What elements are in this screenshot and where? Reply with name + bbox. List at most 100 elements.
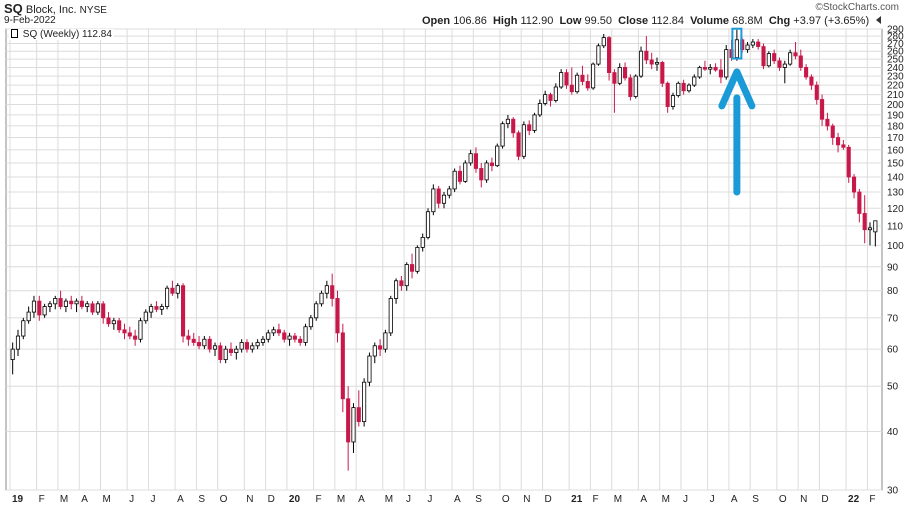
candle-body: [228, 348, 234, 353]
x-tick-label: J: [427, 494, 432, 505]
candle-body: [527, 124, 532, 131]
candle-body: [761, 46, 766, 67]
candle-body: [713, 67, 718, 71]
candlestick: [186, 329, 191, 346]
candlestick: [436, 185, 441, 209]
candlestick: [260, 336, 265, 346]
y-tick-label: 90: [887, 262, 899, 273]
candlestick: [532, 112, 537, 133]
candle-body: [282, 332, 287, 340]
candle-body: [53, 298, 58, 305]
x-tick-label: J: [150, 494, 155, 505]
chg-label: Chg: [768, 15, 791, 27]
candle-body: [623, 67, 628, 79]
candlestick: [372, 342, 377, 364]
candlestick: [468, 149, 473, 166]
chart-header: SQ Block, Inc. NYSE: [4, 1, 107, 16]
candle-body: [191, 338, 196, 343]
candlestick: [601, 33, 606, 49]
candle-body: [159, 306, 164, 310]
candle-body: [468, 153, 473, 164]
ticker-symbol: SQ: [4, 1, 23, 16]
candle-body: [676, 82, 681, 96]
candlestick: [692, 74, 697, 87]
candle-body: [372, 345, 377, 357]
candlestick: [441, 192, 447, 209]
candle-body: [548, 94, 553, 101]
candle-body: [665, 82, 670, 107]
candle-body: [724, 49, 729, 78]
x-tick-label: F: [869, 494, 875, 505]
candle-body: [308, 317, 313, 328]
candlestick: [798, 49, 803, 71]
candle-body: [441, 194, 447, 204]
y-tick-label: 260: [887, 47, 904, 58]
candle-body: [218, 345, 223, 360]
candle-body: [788, 52, 793, 65]
candle-body: [628, 77, 633, 97]
candle-body: [319, 292, 324, 305]
candle-body: [383, 332, 388, 350]
ohlc-summary: Open 106.86 High 112.90 Low 99.50 Close …: [422, 15, 882, 27]
candle-body: [15, 335, 21, 350]
candle-body: [266, 332, 271, 340]
x-tick-label: A: [731, 494, 738, 505]
candle-body: [479, 168, 484, 181]
x-tick-label: M: [385, 494, 393, 505]
y-tick-label: 160: [887, 145, 904, 156]
candle-body: [239, 342, 244, 350]
candle-body: [415, 246, 420, 272]
candlestick: [654, 57, 660, 71]
candlestick: [266, 329, 271, 343]
x-tick-label: J: [710, 494, 715, 505]
candlestick: [212, 342, 218, 357]
candlestick: [713, 63, 718, 72]
candle-body: [111, 320, 116, 325]
candle-body: [804, 67, 809, 78]
candlestick: [686, 83, 692, 93]
candle-body: [798, 55, 803, 68]
candlestick: [569, 67, 574, 95]
candlestick: [31, 295, 37, 318]
candle-body: [346, 398, 351, 443]
x-tick-label: A: [81, 494, 88, 505]
exchange-name: NYSE: [79, 5, 107, 16]
candlestick: [106, 312, 111, 327]
candlestick: [516, 130, 521, 161]
candlestick: [154, 301, 159, 313]
scroll-arrow-icon[interactable]: [876, 16, 882, 24]
candlestick: [223, 345, 228, 364]
candle-body: [532, 114, 537, 131]
candlestick: [319, 290, 324, 307]
x-tick-label: 19: [12, 494, 24, 505]
candlestick: [394, 278, 399, 304]
candlestick: [15, 329, 21, 357]
candle-body: [298, 338, 303, 343]
candlestick: [681, 79, 686, 95]
x-tick-label: M: [60, 494, 68, 505]
candlestick: [708, 64, 713, 75]
x-tick-label: M: [337, 494, 345, 505]
candle-body: [186, 335, 191, 340]
candlestick: [122, 323, 127, 340]
candlestick: [537, 99, 542, 118]
candlestick: [346, 386, 351, 471]
chg-value: +3.97 (+3.65%): [793, 15, 870, 27]
candlestick: [867, 222, 873, 246]
y-tick-label: 50: [887, 382, 899, 393]
candlestick: [202, 336, 207, 350]
x-tick-label: N: [246, 494, 253, 505]
candlestick: [718, 59, 723, 84]
x-tick-label: D: [821, 494, 828, 505]
candlestick: [101, 301, 106, 324]
candlestick: [149, 303, 154, 318]
candle-body: [569, 84, 574, 93]
candle-body: [830, 125, 835, 138]
candlestick: [457, 165, 463, 185]
candlestick: [452, 168, 457, 193]
legend-text: SQ (Weekly) 112.84: [22, 29, 112, 40]
candlestick: [95, 301, 100, 315]
candlestick: [670, 92, 676, 110]
x-tick-label: 20: [289, 494, 301, 505]
candle-body: [303, 326, 308, 343]
